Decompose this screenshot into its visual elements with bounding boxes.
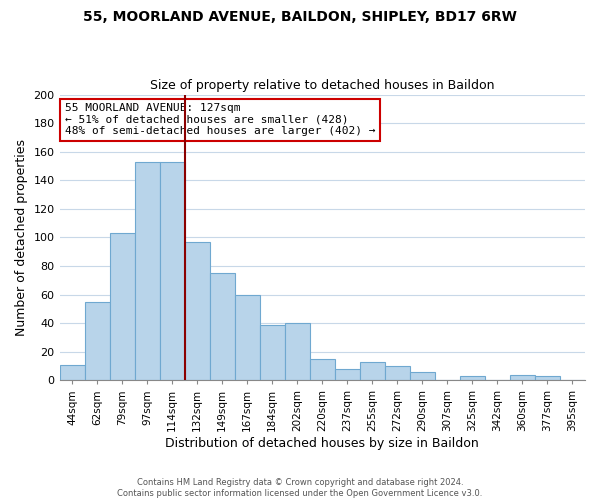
Text: Contains HM Land Registry data © Crown copyright and database right 2024.
Contai: Contains HM Land Registry data © Crown c… — [118, 478, 482, 498]
Bar — [335, 369, 360, 380]
Text: 55, MOORLAND AVENUE, BAILDON, SHIPLEY, BD17 6RW: 55, MOORLAND AVENUE, BAILDON, SHIPLEY, B… — [83, 10, 517, 24]
Text: 55 MOORLAND AVENUE: 127sqm
← 51% of detached houses are smaller (428)
48% of sem: 55 MOORLAND AVENUE: 127sqm ← 51% of deta… — [65, 103, 375, 136]
Bar — [285, 323, 310, 380]
Bar — [134, 162, 160, 380]
Bar — [410, 372, 435, 380]
X-axis label: Distribution of detached houses by size in Baildon: Distribution of detached houses by size … — [166, 437, 479, 450]
Bar — [360, 362, 385, 380]
Bar — [385, 366, 410, 380]
Bar — [460, 376, 485, 380]
Bar — [235, 294, 260, 380]
Title: Size of property relative to detached houses in Baildon: Size of property relative to detached ho… — [150, 79, 494, 92]
Bar — [185, 242, 209, 380]
Bar — [510, 374, 535, 380]
Bar — [310, 359, 335, 380]
Bar — [110, 233, 134, 380]
Bar — [209, 273, 235, 380]
Bar — [59, 364, 85, 380]
Bar — [160, 162, 185, 380]
Bar — [535, 376, 560, 380]
Bar — [260, 324, 285, 380]
Bar — [85, 302, 110, 380]
Y-axis label: Number of detached properties: Number of detached properties — [15, 139, 28, 336]
